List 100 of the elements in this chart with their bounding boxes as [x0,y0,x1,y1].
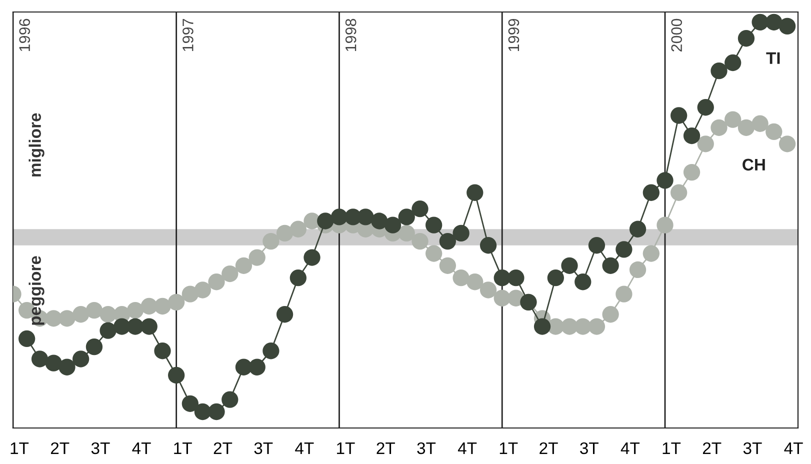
point [752,115,768,132]
point [18,330,36,348]
point [738,30,755,47]
point [724,111,742,128]
x-tick-label: 2T [702,442,722,454]
point [670,184,688,201]
point [86,302,103,319]
x-tick-label: 2T [540,442,558,454]
x-tick-label: 3T [743,442,762,454]
point [683,127,700,144]
point [480,282,497,298]
point [466,274,484,290]
x-tick-label: 4T [295,442,314,454]
point [208,403,225,420]
point [766,14,782,30]
point [248,358,266,376]
point [629,261,646,278]
annotation: peggiore [28,256,44,325]
x-tick-label: 4T [458,442,477,454]
point [452,270,470,286]
point [222,391,238,408]
point [371,212,388,230]
point [616,286,632,302]
point [45,354,62,372]
point [588,318,606,335]
point [317,212,334,230]
x-tick-label: 1T [662,442,681,454]
x-tick-label: 3T [417,442,436,454]
point [439,257,456,274]
point [72,350,90,368]
point [290,220,307,238]
point [439,232,456,250]
point [574,318,592,335]
ref-line-label: 1999 [508,18,520,52]
point [697,136,714,152]
point [208,274,225,290]
point [508,270,524,286]
point [100,322,116,339]
point [398,224,415,242]
point [262,232,280,250]
ref-line-label: 2000 [671,18,682,52]
point [710,62,728,80]
point [426,245,442,262]
point [140,318,158,335]
x-tick-label: 4T [620,442,640,454]
point [494,290,510,306]
point [222,265,238,282]
x-tick-label: 2T [214,442,232,454]
point [738,119,755,136]
point [466,184,484,201]
ref-line-label: 1996 [19,18,30,52]
point [58,310,76,327]
point [412,200,428,218]
point [31,350,48,368]
point [697,99,714,116]
point [710,119,728,136]
point [724,54,742,72]
point [452,224,470,242]
point [384,216,402,234]
annotation: migliore [28,113,44,176]
point [330,208,348,226]
point [357,208,374,226]
point [304,249,320,266]
x-tick-label: 3T [91,442,110,454]
point [398,208,415,226]
series-label: TI [766,52,780,64]
point [588,237,606,254]
point [766,123,782,140]
point [194,403,211,420]
point [602,306,619,323]
point [683,164,700,181]
point [248,249,266,266]
ref-line-label: 1997 [182,19,194,52]
point [602,257,619,274]
point [574,274,592,290]
x-tick-label: 1T [10,442,29,454]
point [426,216,442,234]
point [642,245,660,262]
point [642,184,660,201]
x-tick-label: 2T [376,442,395,454]
point [494,270,510,286]
x-tick-label: 1T [337,442,355,454]
point [154,298,171,315]
point [778,18,796,35]
x-tick-label: 1T [500,442,518,454]
point [168,366,185,384]
x-tick-label: 3T [580,442,598,454]
point [412,232,428,250]
point [182,395,199,412]
x-tick-label: 4T [784,442,803,454]
point [262,342,280,360]
point [616,241,632,258]
point [656,172,674,189]
point [290,270,307,286]
point [86,338,103,356]
point [126,302,144,319]
point [534,318,551,335]
point [480,237,497,254]
x-tick-label: 4T [132,442,151,454]
point [154,342,171,360]
